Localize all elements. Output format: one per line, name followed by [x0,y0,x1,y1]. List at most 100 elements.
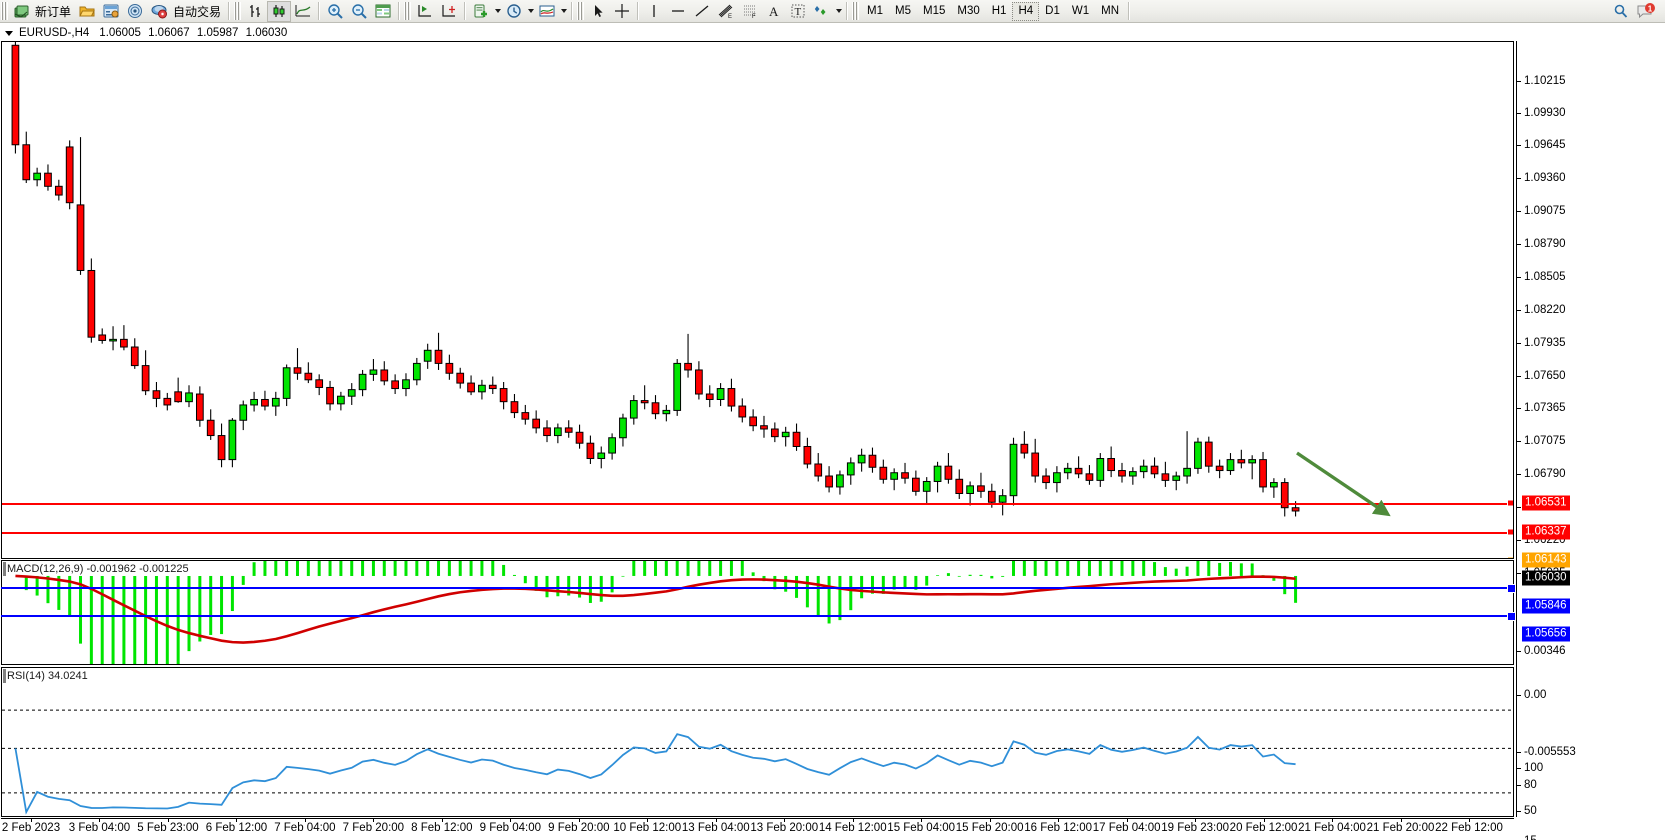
timeframe-m30[interactable]: M30 [957,5,980,17]
time-tick [167,819,169,822]
equidistant-channel-icon[interactable]: E [714,1,738,22]
timeframe-w1[interactable]: W1 [1071,5,1090,17]
fibonacci-icon[interactable]: F [738,1,762,22]
autoscroll-icon[interactable] [413,1,437,22]
text-label-icon[interactable]: T [786,1,810,22]
candlestick [1270,482,1278,488]
shapes-chevron-down-icon[interactable] [834,1,843,22]
candlestick [65,146,74,204]
new-order-label[interactable]: 新订单 [35,4,72,19]
macd-pane-marker[interactable] [3,562,6,576]
price-axis[interactable]: 1.10215 1.09930 1.09645 1.09360 1.09075 1.087… [1516,41,1665,840]
support-level-2-badge[interactable]: 1.05656 [1522,626,1570,642]
resistance-level-2-badge[interactable]: 1.06337 [1522,524,1570,540]
level-handle-106531[interactable] [1507,499,1513,507]
macd-pane[interactable]: MACD(12,26,9) -0.001962 -0.001225 [1,560,1514,665]
horizontal-line-icon[interactable] [666,1,690,22]
candlestick [423,349,432,362]
candlestick [716,388,725,400]
period-icon[interactable] [502,1,526,22]
time-axis[interactable]: 2 Feb 2023 3 Feb 04:00 5 Feb 23:00 6 Feb 12… [1,818,1514,839]
axis-tick [1517,752,1521,753]
resistance-level-1-badge[interactable]: 1.06531 [1522,495,1570,511]
candlestick [358,373,367,391]
autotrading-icon[interactable] [147,1,171,22]
grid-icon[interactable] [371,1,395,22]
timeframe-m5[interactable]: M5 [895,5,911,17]
toolbar-grip-3[interactable] [404,2,412,20]
price-axis-label: 1.09930 [1524,107,1566,119]
crosshair-icon[interactable] [610,1,634,22]
candlestick [87,269,96,338]
alerts-icon[interactable]: 1 [1633,1,1659,22]
candlestick [1194,441,1202,469]
down-trend-arrow[interactable] [1292,447,1402,527]
level-line-105846-handle[interactable] [1507,584,1516,593]
timeframe-h4[interactable]: H4 [1012,1,1040,21]
price-axis-label: 1.07365 [1524,402,1566,414]
period-chevron-down-icon[interactable] [526,1,535,22]
level-line-105656-handle[interactable] [1507,612,1516,621]
vertical-line-icon[interactable] [642,1,666,22]
level-line-105846[interactable] [1,587,1514,589]
rsi-pane[interactable]: RSI(14) 34.0241 [1,667,1514,817]
macd-signal-line [15,574,1296,644]
templates-chevron-down-icon[interactable] [559,1,568,22]
toolbar-grip-5[interactable] [852,2,860,20]
level-line-105656[interactable] [1,615,1514,617]
ohlc-high: 1.06067 [148,27,190,39]
candlestick [705,393,714,400]
time-tick [784,819,786,822]
level-line-106531[interactable] [2,503,1513,505]
candlestick [651,402,660,415]
candlestick [1226,459,1235,472]
chart-shift-icon[interactable] [437,1,461,22]
folder-icon[interactable] [75,1,99,22]
timeframe-mn[interactable]: MN [1101,5,1119,17]
zoom-out-icon[interactable] [347,1,371,22]
level-line-106337[interactable] [2,532,1513,534]
candlestick [1204,441,1213,467]
autotrading-label[interactable]: 自动交易 [173,4,222,19]
toolbar-grip[interactable] [1,2,8,20]
toolbar-separator [228,2,231,20]
pivot-level-badge[interactable]: 1.06143 [1522,552,1570,568]
time-tick [1332,819,1334,822]
candlestick [792,431,801,447]
templates-icon[interactable] [535,1,559,22]
new-order-icon[interactable] [10,1,33,22]
candlestick [228,419,237,461]
add-indicator-icon[interactable] [469,1,493,22]
timeframe-d1[interactable]: D1 [1045,5,1060,17]
zoom-in-icon[interactable] [323,1,347,22]
time-axis-label: 3 Feb 04:00 [68,822,131,834]
rsi-axis-label: 100 [1524,762,1544,774]
text-icon[interactable]: A [762,1,786,22]
candlestick-chart-icon[interactable] [267,0,292,22]
axis-tick [1517,695,1521,696]
level-handle-106337[interactable] [1507,528,1513,536]
shapes-icon[interactable] [810,1,834,22]
level-handle-106143[interactable] [1507,556,1513,558]
rsi-pane-marker[interactable] [3,669,6,683]
timeframe-m15[interactable]: M15 [923,5,946,17]
cursor-icon[interactable] [586,1,610,22]
price-pane[interactable] [1,41,1514,559]
candlestick [120,338,128,348]
candlestick [1053,472,1061,484]
toolbar-grip-2[interactable] [234,2,242,20]
support-level-1-badge[interactable]: 1.05846 [1522,598,1570,614]
line-chart-icon[interactable] [291,1,315,22]
trendline-icon[interactable] [690,1,714,22]
signals-icon[interactable] [123,1,147,22]
axis-tick [1517,343,1521,344]
timeframe-m1[interactable]: M1 [867,5,884,17]
timeframe-h1[interactable]: H1 [991,5,1007,17]
bar-chart-icon[interactable] [243,1,267,22]
chart-menu-chevron-down-icon[interactable] [5,30,13,36]
data-window-icon[interactable] [99,1,123,22]
add-indicator-chevron-down-icon[interactable] [493,1,502,22]
toolbar-grip-4[interactable] [577,2,585,20]
bid-price-badge-badge[interactable]: 1.06030 [1522,570,1570,586]
search-icon[interactable] [1609,1,1633,22]
